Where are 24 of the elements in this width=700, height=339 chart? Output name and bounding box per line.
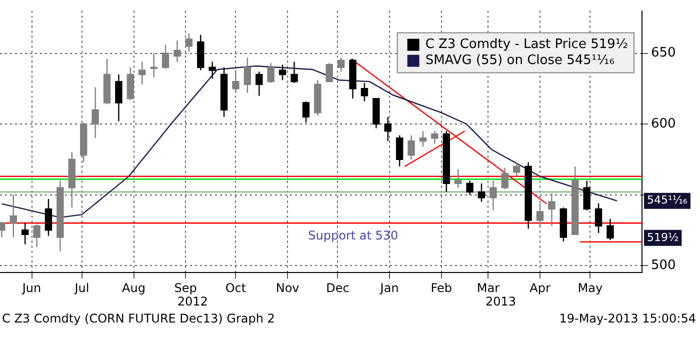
x-tick-label: Feb: [430, 280, 452, 295]
legend-label: SMAVG (55) on Close 545¹¹⁄₁₆: [425, 53, 614, 68]
y-tick-label: 650: [651, 46, 676, 61]
text: 519½: [647, 230, 679, 244]
text: 19-May-2013 15:00:54: [559, 312, 696, 326]
x-tick-label: Jun: [21, 280, 42, 295]
x-tick-label: Jan: [379, 280, 399, 295]
text: 2012: [177, 294, 208, 309]
annotation: Support at 530: [308, 228, 398, 243]
x-tick-label: Sep: [174, 280, 197, 295]
x-tick-label: Dec: [326, 280, 350, 295]
x-tick-label: Aug: [122, 280, 146, 295]
text: 545¹¹⁄₁₆: [647, 194, 688, 207]
x-tick-label: May: [578, 280, 603, 295]
text: 2013: [485, 294, 516, 309]
y-tick-label: 600: [651, 116, 676, 132]
x-tick-label: Apr: [530, 280, 550, 295]
x-tick-label: Jul: [74, 280, 90, 295]
text: C Z3 Comdty (CORN FUTURE Dec13) Graph 2: [2, 312, 275, 326]
legend-label: C Z3 Comdty - Last Price 519½: [425, 37, 628, 52]
y-tick-label: 500: [651, 258, 676, 273]
x-tick-label: Nov: [276, 280, 300, 295]
x-tick-label: Mar: [476, 280, 500, 295]
x-tick-label: Oct: [225, 280, 246, 295]
